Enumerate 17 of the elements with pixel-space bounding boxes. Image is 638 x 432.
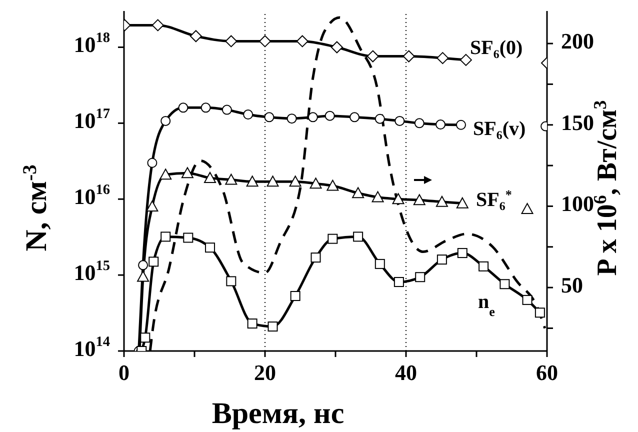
y2-tick-label: 50 (561, 272, 583, 298)
y2-tick-label: 200 (561, 28, 594, 54)
y-tick-label: 10$^{16}$ (74, 182, 110, 210)
x-axis-title: Время, нс (212, 397, 344, 430)
x-tick-label: 0 (118, 360, 130, 386)
x-tick-label: 20 (254, 360, 276, 386)
series-label: SF₆(0) (470, 37, 523, 59)
y2-tick-label: 150 (561, 110, 594, 135)
series-label: SF₆(v) (473, 118, 526, 140)
x-tick-label: 60 (536, 360, 558, 386)
y-tick-label: 10$^{15}$ (74, 258, 110, 286)
y-tick-label: 10$^{14}$ (74, 334, 110, 362)
y-tick-label: 10$^{17}$ (74, 106, 110, 134)
y-tick-label: 10$^{18}$ (74, 30, 110, 58)
series-label: SF₆$^{*}$ (476, 186, 512, 211)
x-tick-label: 40 (395, 360, 417, 386)
series-label: n$_{e}$ (478, 291, 496, 318)
